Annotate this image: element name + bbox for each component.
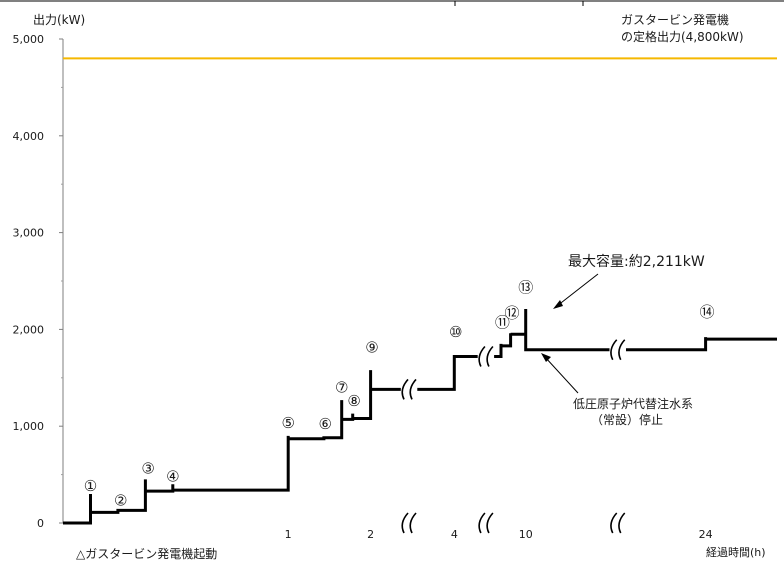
axis-breaks bbox=[401, 339, 626, 534]
y-axis-title: 出力(kW) bbox=[33, 13, 85, 27]
axis-break-mark bbox=[401, 378, 409, 400]
x-tick-label: 4 bbox=[451, 528, 458, 541]
y-tick-label: 3,000 bbox=[13, 227, 45, 240]
rated-output-label-line2: の定格出力(4,800kW) bbox=[621, 29, 744, 44]
x-ticks: 1 2 4 10 24 bbox=[285, 528, 713, 541]
step-marker: ④ bbox=[166, 467, 179, 485]
axis-break-mark bbox=[401, 512, 409, 534]
x-tick-label: 1 bbox=[285, 528, 292, 541]
step-marker: ⑧ bbox=[347, 392, 360, 410]
axis-break-mark bbox=[618, 339, 626, 361]
axis-break-mark bbox=[618, 512, 626, 534]
max-capacity-label: 最大容量:約2,211kW bbox=[568, 253, 705, 270]
rated-output-label-line1: ガスタービン発電機 bbox=[621, 12, 729, 27]
axis-break-mark bbox=[478, 512, 486, 534]
axis-break-mark bbox=[409, 378, 417, 400]
output-series bbox=[63, 309, 777, 525]
step-marker: ⑩ bbox=[449, 323, 462, 341]
step-marker: ⑭ bbox=[699, 303, 714, 321]
axis-break-mark bbox=[409, 512, 417, 534]
y-tick-label: 1,000 bbox=[13, 420, 45, 433]
step-marker: ⑨ bbox=[365, 339, 378, 357]
y-tick-label: 5,000 bbox=[13, 33, 45, 46]
pump-stop-arrow bbox=[544, 356, 579, 394]
step-marker: ② bbox=[114, 492, 127, 510]
step-marker: ⑫ bbox=[504, 304, 519, 322]
y-tick-label: 4,000 bbox=[13, 130, 45, 143]
x-axis-title: 経過時間(h) bbox=[706, 546, 766, 559]
x-tick-label: 24 bbox=[699, 528, 713, 541]
start-label: △ガスタービン発電機起動 bbox=[76, 546, 217, 561]
step-marker: ⑪ bbox=[495, 313, 510, 331]
output-series-line bbox=[417, 355, 478, 391]
y-tick-label: 2,000 bbox=[13, 323, 45, 336]
step-marker: ③ bbox=[141, 460, 154, 478]
max-capacity-arrowhead bbox=[553, 300, 563, 309]
pump-stop-arrowhead bbox=[541, 353, 551, 362]
step-marker: ⑥ bbox=[319, 415, 332, 433]
pump-stop-label-line1: 低圧原子炉代替注水系 bbox=[573, 396, 693, 411]
step-marker: ⑦ bbox=[335, 378, 348, 396]
y-tick-label: 0 bbox=[37, 517, 44, 530]
output-series-line bbox=[626, 337, 777, 352]
step-marker: ⑬ bbox=[518, 279, 533, 297]
axis-break-mark bbox=[486, 512, 494, 534]
x-tick-label: 2 bbox=[367, 528, 374, 541]
max-capacity-arrow bbox=[556, 273, 599, 307]
x-tick-label: 10 bbox=[519, 528, 533, 541]
axis-break-mark bbox=[610, 339, 618, 361]
axis-break-mark bbox=[486, 345, 494, 367]
axis-break-mark bbox=[478, 345, 486, 367]
step-marker: ① bbox=[84, 477, 97, 495]
output-series-line bbox=[494, 309, 610, 358]
pump-stop-label-line2: （常設）停止 bbox=[591, 412, 663, 427]
y-ticks: 0 1,000 2,000 3,000 4,000 5,000 bbox=[13, 33, 63, 530]
step-marker: ⑤ bbox=[281, 414, 294, 432]
axis-break-mark bbox=[610, 512, 618, 534]
output-series-line bbox=[63, 370, 401, 525]
